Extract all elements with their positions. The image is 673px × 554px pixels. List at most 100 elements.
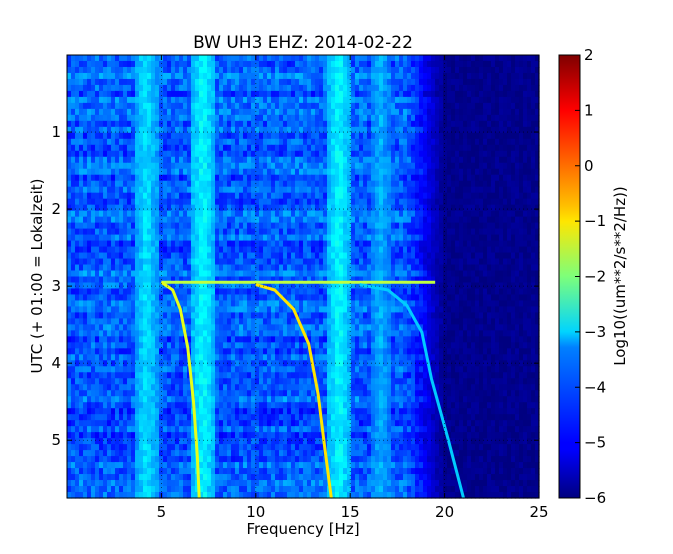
heatmap-cell <box>531 168 536 176</box>
heatmap-cell <box>235 126 240 134</box>
heatmap-cell <box>479 120 484 128</box>
heatmap-cell <box>379 192 384 200</box>
heatmap-cell <box>319 156 324 164</box>
heatmap-cell <box>347 300 352 308</box>
heatmap-cell <box>439 258 444 266</box>
heatmap-cell <box>391 96 396 104</box>
heatmap-cell <box>123 264 128 272</box>
heatmap-cell <box>515 234 520 242</box>
heatmap-cell <box>391 66 396 74</box>
heatmap-cell <box>247 126 252 134</box>
heatmap-cell <box>307 174 312 182</box>
heatmap-cell <box>207 55 212 62</box>
heatmap-cell <box>511 168 516 176</box>
heatmap-cell <box>411 264 416 272</box>
heatmap-cell <box>487 132 492 140</box>
heatmap-cell <box>491 180 496 188</box>
heatmap-cell <box>499 66 504 74</box>
heatmap-cell <box>207 84 212 92</box>
heatmap-cell <box>247 55 252 62</box>
heatmap-cell <box>243 114 248 122</box>
heatmap-cell <box>139 270 144 278</box>
heatmap-cell <box>131 264 136 272</box>
heatmap-cell <box>471 246 476 254</box>
heatmap-cell <box>95 192 100 200</box>
heatmap-cell <box>155 66 160 74</box>
heatmap-cell <box>523 144 528 152</box>
heatmap-cell <box>427 72 432 80</box>
heatmap-cell <box>231 55 236 62</box>
heatmap-cell <box>399 55 404 62</box>
heatmap-cell <box>411 282 416 290</box>
heatmap-cell <box>459 180 464 188</box>
heatmap-cell <box>443 282 448 290</box>
heatmap-cell <box>487 234 492 242</box>
heatmap-cell <box>147 246 152 254</box>
heatmap-cell <box>399 60 404 68</box>
heatmap-cell <box>119 126 124 134</box>
heatmap-cell <box>95 210 100 218</box>
heatmap-cell <box>303 78 308 86</box>
heatmap-cell <box>159 156 164 164</box>
heatmap-cell <box>215 168 220 176</box>
heatmap-cell <box>467 55 472 62</box>
heatmap-cell <box>323 150 328 158</box>
heatmap-cell <box>155 276 160 284</box>
heatmap-cell <box>523 198 528 206</box>
heatmap-cell <box>167 96 172 104</box>
heatmap-cell <box>239 96 244 104</box>
heatmap-cell <box>391 192 396 200</box>
heatmap-cell <box>331 162 336 170</box>
heatmap-cell <box>299 246 304 254</box>
heatmap-cell <box>299 228 304 236</box>
heatmap-cell <box>111 84 116 92</box>
heatmap-cell <box>435 228 440 236</box>
heatmap-cell <box>519 96 524 104</box>
heatmap-cell <box>531 180 536 188</box>
heatmap-cell <box>131 276 136 284</box>
heatmap-cell <box>383 66 388 74</box>
heatmap-cell <box>143 288 148 296</box>
heatmap-cell <box>303 270 308 278</box>
heatmap-cell <box>359 198 364 206</box>
heatmap-cell <box>451 234 456 242</box>
heatmap-cell <box>87 102 92 110</box>
heatmap-cell <box>503 72 508 80</box>
heatmap-cell <box>95 78 100 86</box>
heatmap-cell <box>347 270 352 278</box>
heatmap-cell <box>299 78 304 86</box>
heatmap-cell <box>363 156 368 164</box>
heatmap-cell <box>167 84 172 92</box>
heatmap-cell <box>507 186 512 194</box>
heatmap-cell <box>527 270 532 278</box>
heatmap-cell <box>91 138 96 146</box>
heatmap-cell <box>443 138 448 146</box>
heatmap-cell <box>175 84 180 92</box>
heatmap-cell <box>203 120 208 128</box>
heatmap-cell <box>99 138 104 146</box>
heatmap-cell <box>531 234 536 242</box>
heatmap-cell <box>371 114 376 122</box>
heatmap-cell <box>203 84 208 92</box>
heatmap-cell <box>119 132 124 140</box>
heatmap-cell <box>163 192 168 200</box>
heatmap-cell <box>87 240 92 248</box>
heatmap-cell <box>359 246 364 254</box>
heatmap-cell <box>223 114 228 122</box>
heatmap-cell <box>271 192 276 200</box>
heatmap-cell <box>351 84 356 92</box>
heatmap-cell <box>339 138 344 146</box>
heatmap-cell <box>439 228 444 236</box>
heatmap-cell <box>531 198 536 206</box>
heatmap-cell <box>151 174 156 182</box>
heatmap-cell <box>339 288 344 296</box>
heatmap-cell <box>127 246 132 254</box>
heatmap-cell <box>267 168 272 176</box>
heatmap-cell <box>167 192 172 200</box>
heatmap-cell <box>95 270 100 278</box>
heatmap-cell <box>143 234 148 242</box>
heatmap-cell <box>143 156 148 164</box>
heatmap-cell <box>535 288 540 296</box>
heatmap-cell <box>239 72 244 80</box>
heatmap-cell <box>495 216 500 224</box>
